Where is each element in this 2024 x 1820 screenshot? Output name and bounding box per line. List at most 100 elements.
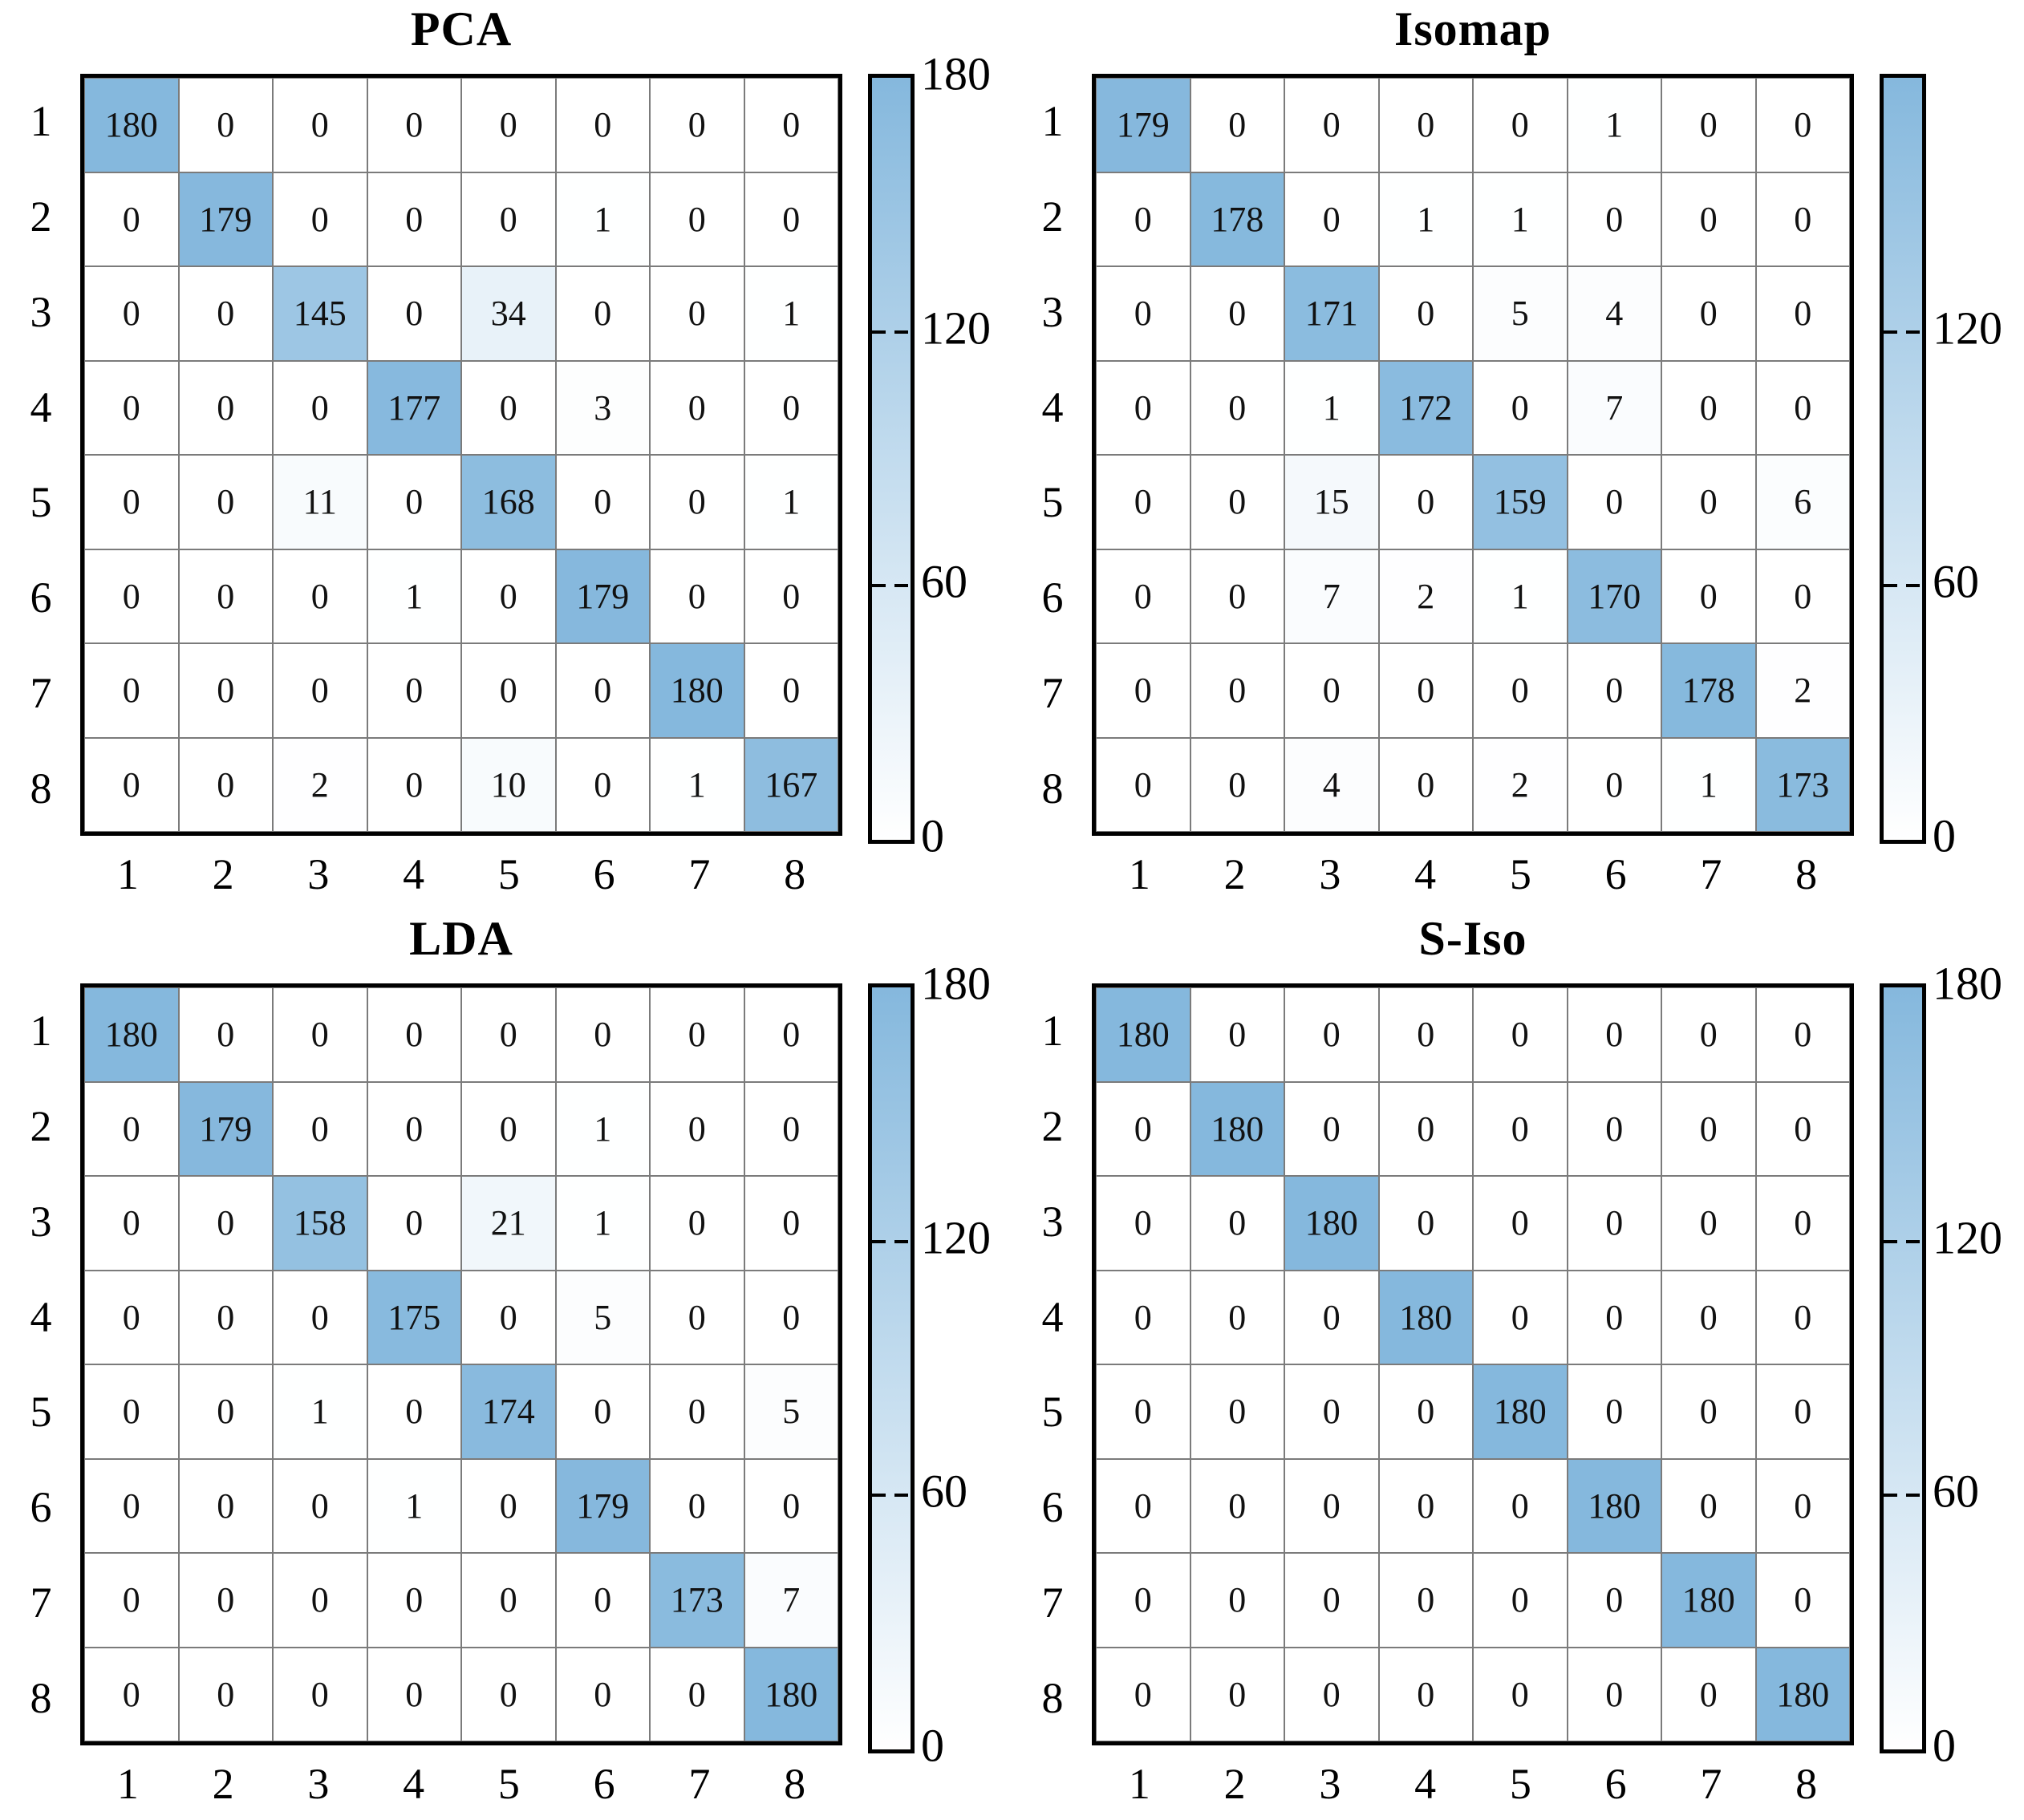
colorbar-tick-label: 120: [921, 1211, 991, 1264]
matrix-cell: 0: [1473, 987, 1568, 1082]
matrix-cell: 0: [178, 1553, 273, 1648]
matrix-cell: 0: [1567, 737, 1661, 832]
matrix-cell: 0: [744, 172, 838, 266]
matrix-cell: 0: [1473, 1458, 1568, 1553]
y-axis-tick-label: 2: [1041, 1102, 1064, 1151]
x-axis-labels: 1 2 3 4 5 6 7 8: [1092, 845, 1854, 903]
matrix-cell: 0: [1378, 1081, 1473, 1176]
matrix-cell: 0: [1755, 1458, 1850, 1553]
matrix-cell: 0: [744, 549, 838, 643]
x-axis-tick-label: 7: [688, 1760, 711, 1808]
matrix-cell: 1: [367, 1458, 461, 1553]
x-axis-tick-label: 1: [116, 850, 139, 898]
y-axis-tick-label: 2: [30, 193, 52, 241]
matrix-cell: 0: [461, 1081, 556, 1176]
matrix-cell: 0: [1096, 549, 1190, 643]
matrix-cell: 159: [1473, 455, 1568, 549]
matrix-cell: 0: [1190, 1553, 1284, 1648]
matrix-cell: 2: [1755, 643, 1850, 738]
matrix-cell: 0: [1190, 1458, 1284, 1553]
matrix-cell: 0: [84, 1270, 179, 1364]
matrix-cell: 179: [555, 1458, 650, 1553]
matrix-cell: 0: [367, 1647, 461, 1741]
matrix-cell: 0: [1190, 737, 1284, 832]
matrix-cell: 0: [1567, 1081, 1661, 1176]
matrix-cell: 0: [84, 1647, 179, 1741]
matrix-cell: 0: [1190, 266, 1284, 361]
matrix-cell: 0: [1284, 172, 1379, 266]
matrix-cell: 0: [744, 1081, 838, 1176]
matrix-cell: 7: [1284, 549, 1379, 643]
y-axis-tick-label: 4: [30, 383, 52, 432]
y-axis-labels: 1 2 3 4 5 6 7 8: [1023, 74, 1082, 836]
matrix-cell: 0: [650, 1081, 744, 1176]
matrix-cell: 0: [650, 549, 744, 643]
colorbar-tick-label: 180: [921, 957, 991, 1010]
matrix-cell: 0: [1096, 1270, 1190, 1364]
matrix-cell: 0: [461, 987, 556, 1082]
matrix-cell: 7: [744, 1553, 838, 1648]
matrix-cell: 0: [1190, 643, 1284, 738]
x-axis-tick-label: 8: [784, 850, 806, 898]
y-axis-tick-label: 6: [1041, 1483, 1064, 1532]
matrix-cell: 0: [1378, 1364, 1473, 1459]
matrix-cell: 0: [367, 172, 461, 266]
confusion-matrix-isomap: 179 0 0 0 0 1 0 0 0 178 0 1 1 0 0 0 0 0 171 0 5 4 0 0 0 0 1 172 0 7 0 0…: [1092, 74, 1854, 836]
matrix-cell: 1: [650, 737, 744, 832]
x-axis-tick-label: 5: [497, 1760, 520, 1808]
matrix-cell: 0: [1378, 78, 1473, 172]
matrix-cell: 0: [84, 1176, 179, 1271]
matrix-cell: 180: [1661, 1553, 1756, 1648]
matrix-cell: 0: [1473, 360, 1568, 455]
matrix-cell: 0: [367, 78, 461, 172]
matrix-cell: 5: [1473, 266, 1568, 361]
matrix-cell: 1: [1567, 78, 1661, 172]
matrix-cell: 0: [1567, 1647, 1661, 1741]
x-axis-labels: 1 2 3 4 5 6 7 8: [80, 845, 842, 903]
matrix-cell: 0: [555, 987, 650, 1082]
matrix-cell: 180: [1473, 1364, 1568, 1459]
matrix-cell: 3: [555, 360, 650, 455]
matrix-cell: 180: [1096, 987, 1190, 1082]
matrix-cell: 0: [555, 1364, 650, 1459]
matrix-cell: 0: [1661, 1364, 1756, 1459]
matrix-cell: 0: [178, 78, 273, 172]
matrix-cell: 0: [1284, 1364, 1379, 1459]
y-axis-tick-label: 5: [30, 1388, 52, 1437]
matrix-cell: 0: [84, 360, 179, 455]
matrix-cell: 5: [555, 1270, 650, 1364]
x-axis-tick-label: 1: [1128, 1760, 1150, 1808]
matrix-cell: 170: [1567, 549, 1661, 643]
matrix-cell: 1: [1378, 172, 1473, 266]
matrix-cell: 0: [178, 1647, 273, 1741]
matrix-cell: 0: [367, 1364, 461, 1459]
y-axis-tick-label: 7: [1041, 668, 1064, 717]
matrix-cell: 6: [1755, 455, 1850, 549]
colorbar-tick-label: 180: [921, 47, 991, 100]
colorbar-tick-mark: [872, 1239, 911, 1243]
matrix-cell: 0: [367, 266, 461, 361]
matrix-cell: 0: [555, 455, 650, 549]
matrix-cell: 0: [1755, 987, 1850, 1082]
colorbar-tick-label: 120: [1933, 302, 2002, 355]
colorbar-tick-mark: [872, 584, 911, 588]
matrix-cell: 0: [273, 549, 367, 643]
x-axis-tick-label: 6: [1604, 850, 1627, 898]
matrix-cell: 0: [1096, 1081, 1190, 1176]
matrix-cell: 0: [1190, 1176, 1284, 1271]
matrix-cell: 0: [1284, 987, 1379, 1082]
matrix-cell: 0: [1755, 1176, 1850, 1271]
matrix-cell: 0: [1661, 455, 1756, 549]
matrix-cell: 0: [1473, 1081, 1568, 1176]
y-axis-tick-label: 6: [30, 574, 52, 622]
matrix-cell: 0: [1190, 1647, 1284, 1741]
x-axis-tick-label: 8: [784, 1760, 806, 1808]
y-axis-tick-label: 5: [30, 478, 52, 527]
matrix-cell: 0: [178, 1364, 273, 1459]
matrix-cell: 0: [1378, 1647, 1473, 1741]
matrix-cell: 0: [461, 1270, 556, 1364]
matrix-cell: 0: [1567, 643, 1661, 738]
y-axis-tick-label: 1: [30, 1007, 52, 1056]
matrix-cell: 1: [1473, 549, 1568, 643]
